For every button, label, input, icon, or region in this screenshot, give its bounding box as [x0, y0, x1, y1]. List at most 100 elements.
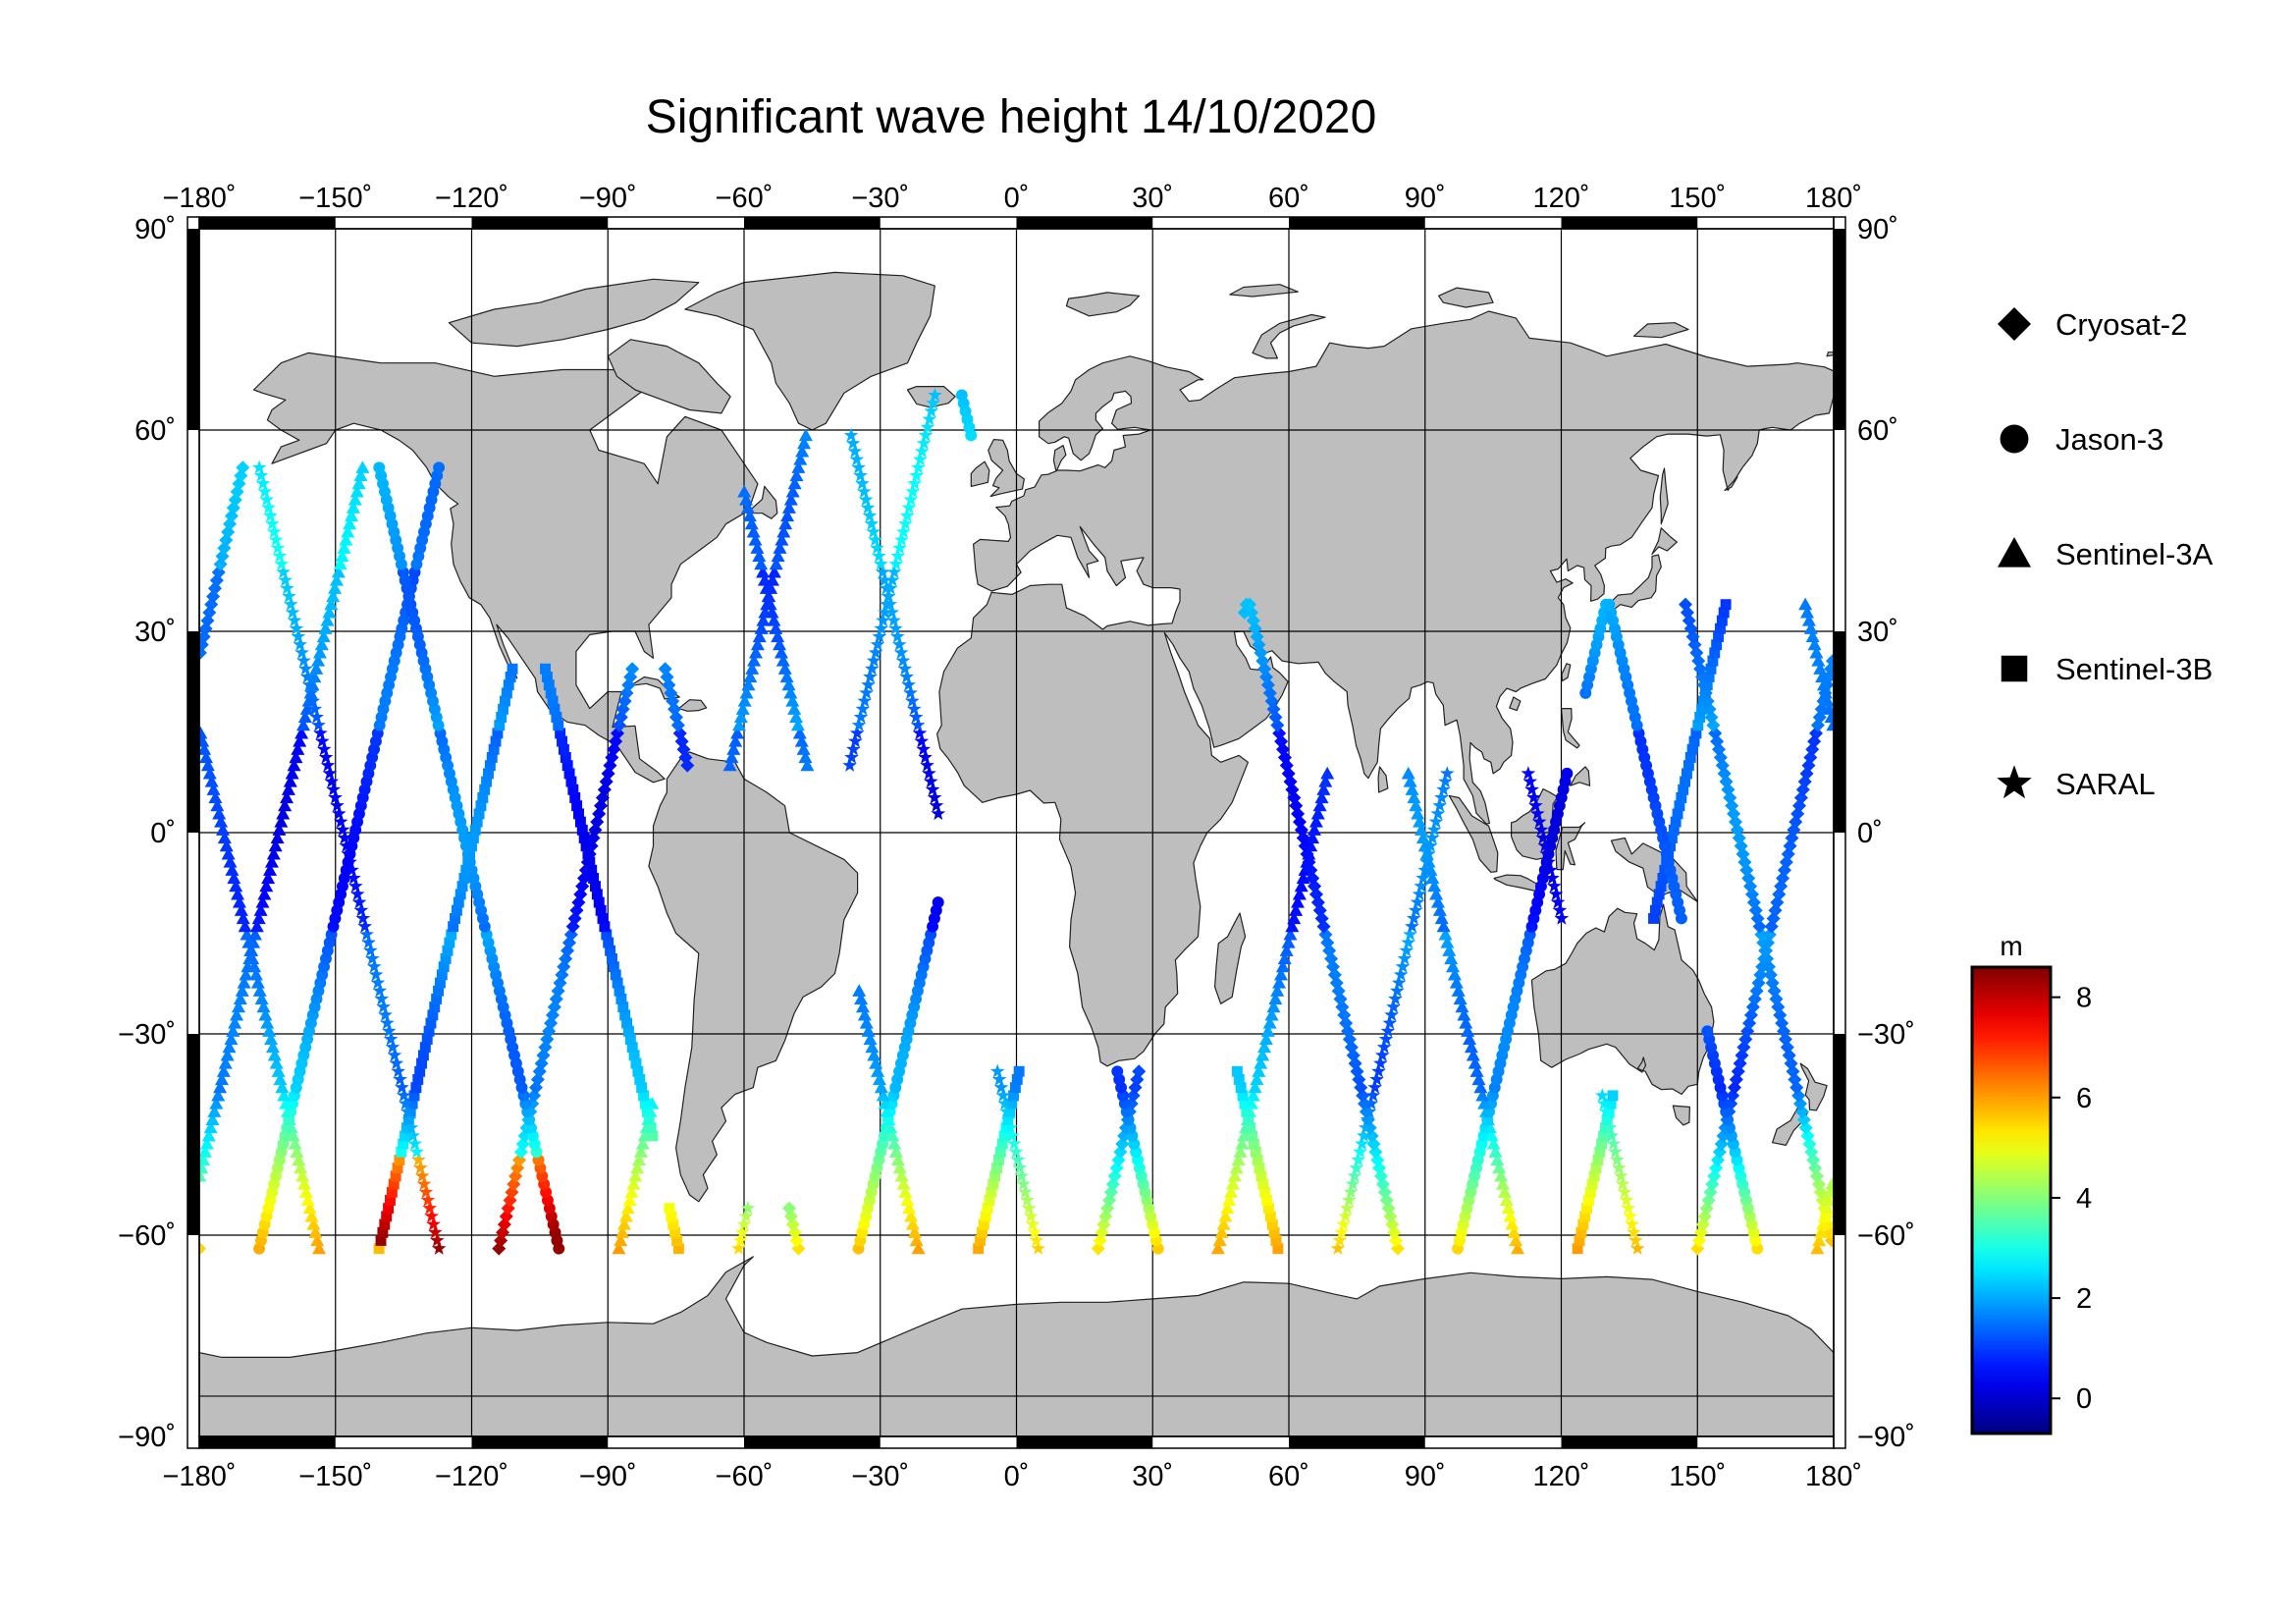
- star-marker: [426, 1217, 441, 1231]
- hainan-land: [1509, 696, 1522, 712]
- square-marker: [454, 889, 466, 900]
- triangle-marker: [230, 1007, 244, 1021]
- wrangel-island-land: [1826, 352, 1834, 357]
- triangle-marker: [863, 1032, 878, 1046]
- triangle-marker: [750, 541, 765, 554]
- square-marker: [448, 921, 459, 933]
- star-marker: [1596, 1096, 1612, 1110]
- star-marker: [348, 879, 363, 893]
- star-marker: [1334, 1224, 1349, 1239]
- star-marker: [1554, 910, 1570, 925]
- square-marker: [607, 953, 617, 964]
- square-marker: [666, 1211, 677, 1222]
- star-marker: [326, 782, 341, 796]
- triangle-marker: [767, 565, 781, 578]
- triangle-marker: [1218, 1209, 1233, 1222]
- star-marker: [307, 701, 323, 716]
- triangle-marker: [790, 718, 805, 731]
- triangle-marker: [1812, 1233, 1827, 1247]
- star-marker: [330, 798, 345, 812]
- star-marker: [1423, 839, 1438, 852]
- triangle-marker: [794, 734, 809, 747]
- triangle-marker: [1320, 766, 1335, 780]
- square-marker: [1596, 1138, 1608, 1150]
- triangle-marker: [337, 541, 351, 554]
- star-marker: [416, 1176, 432, 1191]
- star-marker: [875, 565, 890, 579]
- new-zealand-north-land: [1799, 1062, 1828, 1111]
- triangle-marker: [261, 871, 276, 885]
- square-marker: [421, 1034, 433, 1045]
- square-marker: [605, 945, 616, 956]
- triangle-marker: [256, 1000, 271, 1013]
- legend-label: SARAL: [2056, 767, 2156, 801]
- star-marker: [890, 628, 905, 643]
- triangle-marker: [800, 758, 815, 772]
- triangle-marker: [894, 1168, 909, 1182]
- star-marker: [868, 532, 882, 547]
- triangle-marker: [796, 742, 811, 755]
- triangle-marker: [747, 654, 762, 667]
- triangle-marker: [730, 726, 745, 739]
- star-marker: [1369, 1071, 1384, 1086]
- square-marker: [1261, 1195, 1273, 1206]
- square-marker: [1707, 655, 1719, 667]
- legend: Cryosat-2 Jason-3 Sentinel-3A Sentinel-3B SA…: [1997, 307, 2214, 801]
- triangle-marker: [1312, 798, 1327, 812]
- triangle-marker: [789, 468, 804, 482]
- triangle-marker: [275, 1080, 290, 1094]
- triangle-marker: [852, 984, 867, 997]
- triangle-marker: [783, 493, 798, 506]
- triangle-marker: [1434, 911, 1449, 925]
- star-marker: [1610, 1152, 1625, 1166]
- triangle-marker: [1427, 879, 1442, 893]
- star-marker: [989, 1063, 1005, 1078]
- triangle-marker: [305, 677, 320, 691]
- star-marker: [995, 1088, 1011, 1103]
- triangle-marker: [756, 565, 771, 578]
- star-marker: [866, 653, 881, 668]
- star-marker: [376, 1000, 391, 1013]
- triangle-marker: [311, 654, 326, 667]
- novaya-zemlya-land: [1252, 313, 1326, 359]
- star-marker: [888, 557, 904, 570]
- square-marker: [994, 1146, 1006, 1158]
- star-marker: [914, 733, 930, 748]
- star-marker: [901, 500, 917, 514]
- triangle-marker: [1250, 1072, 1264, 1086]
- square-marker: [417, 1050, 429, 1061]
- star-marker: [892, 540, 907, 555]
- triangle-marker: [1307, 823, 1321, 836]
- triangle-marker: [216, 1064, 231, 1077]
- star-marker: [845, 436, 861, 450]
- square-marker: [628, 1050, 640, 1061]
- square-marker: [388, 1178, 400, 1190]
- star-marker: [361, 935, 376, 949]
- south-america-land: [648, 751, 859, 1203]
- star-marker: [863, 669, 878, 683]
- star-marker: [888, 621, 903, 635]
- star-marker: [366, 959, 382, 973]
- square-marker: [557, 735, 567, 747]
- sakhalin-land: [1659, 467, 1669, 525]
- triangle-marker: [339, 533, 353, 546]
- square-marker: [396, 1146, 407, 1158]
- square-marker: [408, 1090, 420, 1102]
- square-marker: [643, 1114, 655, 1125]
- triangle-marker: [1496, 1177, 1511, 1190]
- star-marker: [359, 927, 374, 942]
- star-marker: [851, 460, 866, 474]
- square-marker: [1657, 873, 1669, 884]
- triangle-marker: [1292, 887, 1307, 900]
- star-marker: [1343, 1184, 1359, 1199]
- square-marker: [444, 937, 455, 948]
- triangle-marker: [620, 1201, 635, 1215]
- triangle-marker: [1461, 1024, 1475, 1037]
- triangle-marker: [286, 1128, 300, 1142]
- square-marker: [558, 743, 569, 755]
- star-marker: [401, 1111, 417, 1126]
- triangle-marker: [292, 1153, 306, 1166]
- triangle-marker: [617, 1217, 632, 1230]
- square-marker: [1233, 1074, 1245, 1085]
- star-marker: [886, 613, 901, 627]
